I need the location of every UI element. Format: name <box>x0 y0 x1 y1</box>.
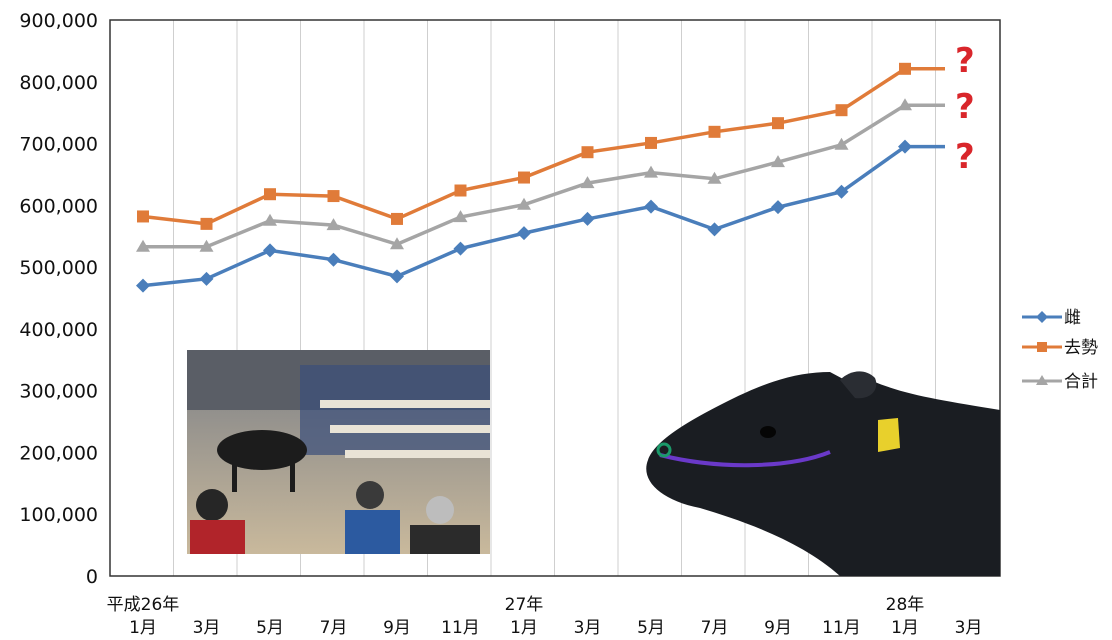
x-tick-label: 1月 <box>510 618 538 638</box>
data-point <box>137 210 149 223</box>
legend-item-3: 合計 <box>1022 372 1098 392</box>
data-point <box>264 188 276 201</box>
x-tick-label: 3月 <box>955 618 983 638</box>
data-point <box>707 171 722 184</box>
data-point <box>263 213 277 226</box>
data-point <box>707 222 722 237</box>
data-point <box>834 184 849 199</box>
data-point <box>136 278 150 293</box>
x-tick-label: 7月 <box>701 618 729 638</box>
data-point <box>580 176 595 189</box>
data-point <box>390 237 404 250</box>
data-point <box>771 200 785 215</box>
plot-area <box>109 19 1001 577</box>
x-tick-label: 11月 <box>441 618 480 638</box>
data-point <box>517 197 531 210</box>
data-point <box>199 239 214 252</box>
series-line <box>142 145 907 288</box>
data-point <box>580 211 595 226</box>
x-era-label: 27年 <box>505 595 544 615</box>
data-point <box>834 137 849 150</box>
series-group <box>136 62 945 293</box>
y-tick-label: 700,000 <box>19 134 98 156</box>
data-point <box>518 171 530 184</box>
data-point <box>898 98 912 111</box>
series-3 <box>136 98 945 252</box>
cow-head-image <box>646 371 1000 576</box>
data-point <box>327 190 340 203</box>
question-mark-2: ? <box>955 87 975 127</box>
y-tick-label: 0 <box>86 566 98 588</box>
legend-item-1: 雌 <box>1022 308 1081 328</box>
data-point <box>136 239 150 252</box>
series-2 <box>137 62 945 230</box>
x-tick-label: 1月 <box>891 618 919 638</box>
x-tick-label: 3月 <box>574 618 602 638</box>
data-point <box>390 269 404 284</box>
y-tick-label: 200,000 <box>19 442 98 464</box>
data-point <box>835 104 848 117</box>
data-point <box>581 146 594 159</box>
data-point <box>644 199 658 214</box>
data-point <box>200 217 213 230</box>
data-point <box>644 165 658 178</box>
data-point <box>199 271 214 286</box>
data-point <box>899 62 911 75</box>
legend: 雌 去勢 合計 <box>1022 308 1098 392</box>
x-tick-label: 5月 <box>637 618 665 638</box>
legend-label-3: 合計 <box>1064 372 1098 392</box>
y-tick-label: 900,000 <box>19 10 98 32</box>
series-1 <box>136 139 945 293</box>
legend-label-2: 去勢 <box>1064 338 1098 358</box>
data-point <box>771 155 785 168</box>
data-point <box>391 212 403 225</box>
x-tick-label: 3月 <box>193 618 221 638</box>
data-point <box>645 136 657 149</box>
question-mark-1: ? <box>955 41 975 81</box>
y-tick-label: 600,000 <box>19 195 98 217</box>
data-point <box>453 241 468 256</box>
data-point <box>453 210 468 223</box>
data-point <box>263 243 277 258</box>
y-axis: 0 100,000 200,000 300,000 400,000 500,000 600,… <box>19 10 98 588</box>
x-tick-label: 9月 <box>764 618 792 638</box>
legend-label-1: 雌 <box>1064 308 1081 328</box>
y-tick-label: 800,000 <box>19 72 98 94</box>
legend-item-2: 去勢 <box>1022 338 1098 358</box>
data-point <box>898 139 912 154</box>
data-point <box>454 184 467 197</box>
x-tick-label: 9月 <box>383 618 411 638</box>
data-point <box>772 117 784 130</box>
auction-hall-photo <box>187 350 490 554</box>
y-tick-label: 300,000 <box>19 381 98 403</box>
y-tick-label: 100,000 <box>19 504 98 526</box>
x-tick-label: 5月 <box>256 618 284 638</box>
x-era-label: 平成26年 <box>107 595 180 615</box>
x-tick-label: 11月 <box>822 618 861 638</box>
question-mark-3: ? <box>955 137 975 177</box>
data-point <box>326 218 341 231</box>
x-era-label: 28年 <box>886 595 925 615</box>
x-tick-label: 1月 <box>129 618 157 638</box>
y-tick-label: 500,000 <box>19 257 98 279</box>
x-tick-label: 7月 <box>320 618 348 638</box>
data-point <box>517 226 531 241</box>
y-tick-label: 400,000 <box>19 319 98 341</box>
data-point <box>326 252 341 267</box>
data-point <box>708 125 721 138</box>
